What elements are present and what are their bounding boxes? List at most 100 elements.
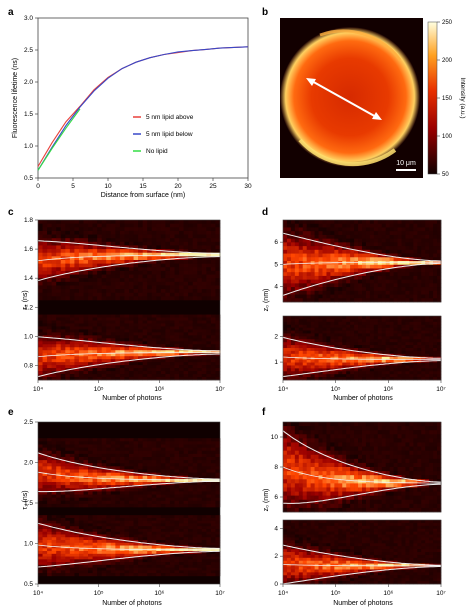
panel-c-lower-band-cell — [69, 371, 75, 375]
panel-c-upper-band-cell — [78, 281, 84, 286]
panel-e-upper-band-cell — [65, 447, 71, 452]
panel-c-upper-band-cell — [201, 263, 207, 268]
panel-d-upper-band-cell — [298, 275, 304, 280]
panel-c-upper-band-cell — [119, 223, 125, 228]
panel-e-upper-band-cell — [47, 450, 52, 455]
panel-c-lower-band-cell — [201, 326, 207, 330]
panel-e-upper-band-cell — [110, 482, 116, 486]
panel-c-upper-band-cell — [206, 267, 212, 272]
panel-e-upper-band-cell — [147, 475, 153, 480]
panel-c-lower-band-cell — [106, 374, 112, 378]
panel-c-lower-band-cell — [183, 332, 189, 336]
panel-d-lower-band-cell — [369, 342, 375, 346]
panel-e-upper-band-cell — [65, 482, 71, 486]
panel-c-lower-band-cell — [129, 347, 134, 351]
panel-c-lower-band-cell — [206, 341, 212, 345]
panel-c-upper-band-cell — [156, 263, 162, 268]
panel-e-upper-band-cell — [60, 450, 66, 455]
panel-e-upper-band-cell — [56, 497, 62, 502]
panel-c-upper-band-cell — [206, 220, 212, 224]
panel-d-lower-band-cell — [397, 327, 402, 331]
panel-e-upper-band-envelope-curve — [37, 480, 220, 493]
panel-e-lower-band-cell — [92, 556, 98, 560]
panel-d-upper-band-cell — [365, 268, 371, 273]
panel-c-lower-band-cell — [210, 368, 216, 372]
panel-d-lower-band-cell — [377, 348, 383, 352]
panel-d-upper-band-cell — [330, 223, 335, 228]
panel-c-lower-band-cell — [179, 362, 184, 366]
panel-d-upper-band-cell — [417, 234, 422, 239]
panel-c-lower-band-cell — [42, 362, 48, 366]
panel-c-lower-band-cell — [106, 344, 112, 348]
panel-e-upper-band-cell — [138, 475, 143, 480]
panel-c-upper-band-cell — [97, 227, 102, 232]
panel-e-upper-band-cell — [129, 453, 134, 458]
panel-d-upper-band-cell — [346, 290, 351, 295]
panel-d-upper-band-cell — [358, 231, 363, 236]
panel-e-upper-band-cell — [97, 485, 102, 489]
panel-e-lower-band-cell — [129, 545, 134, 549]
panel-d-lower-band-cell — [286, 333, 292, 337]
panel-c-upper-band-cell — [119, 252, 125, 257]
panel-e-upper-band-cell — [69, 500, 75, 505]
panel-d-upper-band-cell — [405, 253, 410, 258]
panel-c-lower-band-cell — [197, 371, 203, 375]
panel-d-upper-band-cell — [417, 279, 422, 284]
panel-c-lower-band-cell — [115, 323, 121, 327]
panel-d-lower-band-cell — [381, 374, 386, 378]
panel-c-lower-band-cell — [88, 353, 93, 357]
panel-d-upper-band-cell — [397, 272, 402, 277]
panel-e-upper-band-cell — [165, 444, 171, 448]
panel-e-upper-band-cell — [142, 485, 148, 489]
panel-d-lower-band-cell — [322, 374, 327, 378]
panel-e-upper-band-cell — [69, 488, 75, 492]
panel-d-upper-band-cell — [306, 272, 311, 277]
panel-d-upper-band-cell — [381, 231, 386, 236]
panel-d-upper-band-cell — [369, 220, 375, 225]
panel-e-upper-band-cell — [215, 475, 221, 480]
panel-d-upper-band-cell — [397, 220, 402, 225]
panel-d-upper-band-cell — [421, 257, 426, 262]
panel-e-upper-band-cell — [88, 472, 93, 477]
panel-c-upper-band-cell — [78, 267, 84, 272]
panel-c-lower-band-cell — [78, 341, 84, 345]
panel-c-upper-band-cell — [97, 238, 102, 243]
panel-c-upper-band-cell — [110, 289, 116, 294]
panel-e-lower-band-cell — [47, 548, 52, 552]
panel-d-xtick-label: 10⁶ — [383, 386, 393, 393]
panel-e-upper-band-cell — [129, 444, 134, 448]
panel-e-upper-band-cell — [210, 460, 216, 464]
panel-d-upper-band-cell — [417, 272, 422, 277]
panel-d-lower-band-cell — [290, 377, 296, 381]
panel-c-upper-band-cell — [156, 227, 162, 232]
panel-c-lower-band-cell — [51, 344, 57, 348]
panel-e-upper-band-cell — [197, 488, 203, 492]
panel-c-lower-band-cell — [110, 323, 116, 327]
panel-e-upper-band-cell — [188, 450, 193, 455]
panel-e-lower-band-cell — [115, 559, 121, 563]
panel-e-lower-band-cell — [129, 551, 134, 555]
panel-e-upper-band-cell — [119, 472, 125, 477]
panel-d-upper-band-cell — [405, 257, 410, 262]
panel-d-lower-band-cell — [358, 327, 363, 331]
panel-c-lower-band-cell — [160, 344, 166, 348]
panel-c-lower-band-cell — [206, 320, 212, 324]
panel-c-upper-band-cell — [110, 241, 116, 246]
panel-e-upper-band-cell — [92, 460, 98, 464]
panel-e-lower-band-cell — [124, 548, 130, 552]
panel-c-upper-band-cell — [74, 260, 80, 264]
panel-d-lower-band-cell — [326, 336, 331, 340]
panel-c-lower-band-cell — [83, 323, 89, 327]
panel-e-lower-band-cell — [74, 570, 80, 574]
panel-d-upper-band-cell — [358, 275, 363, 280]
panel-d-upper-band-cell — [362, 294, 367, 299]
panel-c-lower-band-cell — [92, 326, 98, 330]
panel-d-lower-band-cell — [286, 316, 292, 320]
panel-c-lower-band-cell — [201, 362, 207, 366]
panel-c-lower-band-cell — [115, 341, 121, 345]
panel-d-upper-band-cell — [401, 246, 406, 251]
panel-c-upper-band-cell — [42, 238, 48, 243]
panel-d-upper-band-cell — [362, 272, 367, 277]
panel-d-upper-band-cell — [290, 257, 296, 262]
panel-c-upper-band-cell — [124, 285, 130, 290]
